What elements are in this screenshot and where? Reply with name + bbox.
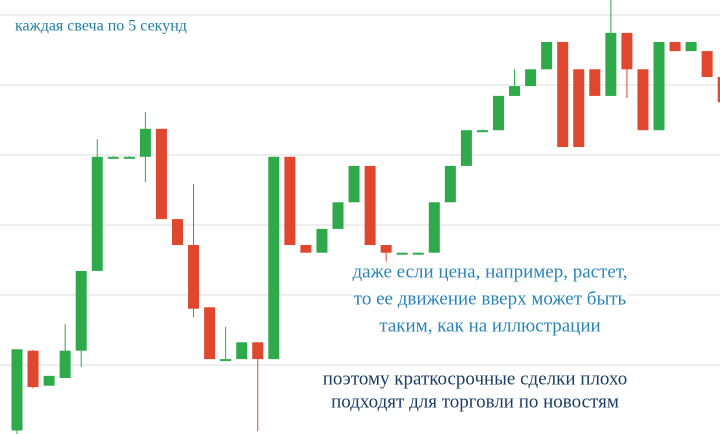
annotation: то ее движение вверх может быть: [354, 288, 627, 309]
candle-body: [380, 245, 392, 253]
annotation-bg: [329, 391, 621, 413]
candle-body: [653, 42, 665, 131]
candle-body: [139, 128, 151, 157]
annotation-bg: [320, 368, 630, 390]
candle-body: [701, 51, 713, 77]
candle-body: [91, 156, 103, 271]
candle-body: [460, 130, 472, 166]
candle-body: [509, 86, 521, 96]
annotation-bg: [377, 315, 603, 337]
candle-body: [637, 69, 649, 131]
candle-body: [188, 245, 200, 309]
candle-body: [236, 342, 248, 360]
candle-body: [493, 95, 504, 131]
candle-body: [428, 202, 440, 253]
candle-body: [284, 156, 296, 245]
candle-body: [300, 245, 312, 253]
candle-body: [27, 350, 39, 388]
candle-body: [525, 69, 537, 87]
candle-body: [621, 32, 633, 70]
candle-body: [669, 42, 681, 52]
candle-body: [155, 128, 167, 220]
candle-body: [364, 165, 376, 245]
candle-body: [11, 349, 23, 431]
candle-body: [557, 42, 569, 147]
annotation-bg: [13, 17, 189, 35]
candle-body: [396, 252, 408, 255]
annotation: поэтому краткосрочные сделки плохо: [323, 368, 627, 389]
candle-body: [573, 69, 585, 147]
candle-body: [332, 202, 344, 229]
candle-body: [717, 77, 720, 103]
annotation: даже если цена, например, растет,: [353, 261, 628, 282]
candle-body: [476, 130, 488, 133]
annotation: таким, как на иллюстрации: [379, 315, 600, 336]
annotation-bg: [350, 261, 630, 283]
candle-body: [316, 228, 328, 253]
candle-body: [268, 156, 280, 360]
candle-body: [172, 219, 183, 245]
annotation-bg: [351, 288, 629, 310]
candle-body: [348, 165, 360, 203]
annotation: подходят для торговли по новостям: [331, 391, 619, 412]
candle-body: [444, 165, 456, 203]
annotation: каждая свеча по 5 секунд: [15, 18, 187, 35]
candle-body: [107, 156, 119, 159]
candle-body: [43, 375, 55, 386]
candle-body: [589, 69, 601, 96]
candle-body: [204, 307, 216, 360]
candle-body: [75, 270, 87, 351]
candle-body: [123, 156, 135, 159]
candle-body: [685, 42, 697, 52]
candle-body: [605, 32, 617, 96]
candle-body: [220, 359, 232, 362]
candle-body: [59, 350, 71, 378]
candle-body: [541, 42, 553, 70]
candle-body: [252, 342, 264, 360]
candle-body: [412, 252, 424, 255]
